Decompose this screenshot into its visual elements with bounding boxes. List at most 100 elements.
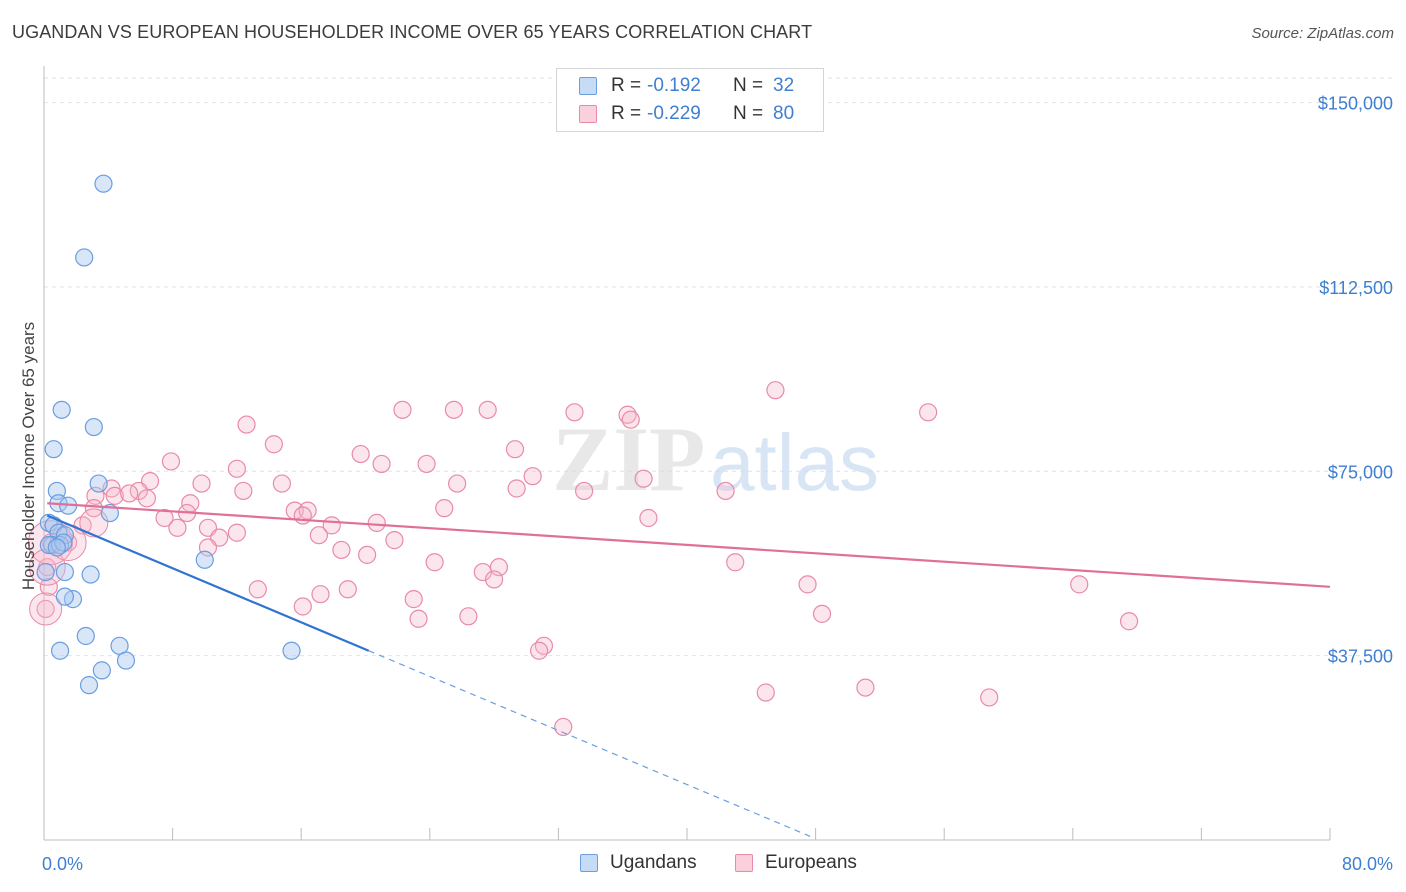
european-point xyxy=(726,553,745,572)
european-point xyxy=(192,474,211,493)
series-label-europeans: Europeans xyxy=(765,852,857,873)
ugandan-point xyxy=(36,562,55,582)
watermark-zip: ZIP xyxy=(552,408,705,510)
european-point xyxy=(358,545,377,564)
european-point xyxy=(756,683,775,702)
ugandan-point xyxy=(116,651,136,670)
legend-r-label: R = xyxy=(611,103,642,124)
european-point xyxy=(639,508,658,528)
legend-row-ugandans: R = -0.192 N = 32 xyxy=(579,73,794,99)
european-point xyxy=(634,469,653,488)
ugandan-point xyxy=(47,538,66,557)
european-point xyxy=(575,481,594,501)
european-point xyxy=(120,484,139,503)
european-point xyxy=(248,580,267,599)
ugandan-point xyxy=(282,641,301,660)
ugandan-point xyxy=(75,248,94,267)
legend-n-value: 80 xyxy=(773,103,795,124)
x-tick-label-min: 0.0% xyxy=(42,854,83,874)
european-point xyxy=(36,599,55,619)
ugandans-trend-extension xyxy=(368,650,813,838)
source-label: Source: ZipAtlas.com xyxy=(1251,25,1394,42)
ugandan-point xyxy=(94,174,113,193)
y-tick-label: $75,000 xyxy=(1328,462,1393,482)
x-tick-label-max: 80.0% xyxy=(1342,854,1393,874)
european-point xyxy=(237,415,256,434)
european-point xyxy=(409,609,428,628)
legend-swatch-ugandans xyxy=(579,77,597,95)
axes xyxy=(43,66,1331,841)
x-tick-labels: 0.0% 80.0% xyxy=(42,854,1393,874)
legend-n-label: N = xyxy=(733,103,764,124)
european-point xyxy=(1070,575,1089,594)
grid-lines xyxy=(44,77,1394,657)
watermark-atlas: atlas xyxy=(710,418,879,507)
european-point xyxy=(618,405,637,424)
european-point xyxy=(435,499,454,518)
european-point xyxy=(264,435,283,454)
european-point xyxy=(39,577,58,596)
european-point xyxy=(338,580,357,599)
series-legend-ugandans: Ugandans xyxy=(580,852,697,874)
european-point xyxy=(309,526,328,545)
european-point xyxy=(980,688,999,707)
european-point xyxy=(473,562,492,582)
y-tick-labels: $37,500 $75,000 $112,500 $150,000 xyxy=(1318,94,1393,667)
european-point xyxy=(293,597,312,616)
european-point xyxy=(1119,612,1139,631)
european-point xyxy=(565,403,584,422)
legend-r-label: R = xyxy=(611,75,642,96)
european-point xyxy=(311,585,330,604)
european-point xyxy=(530,641,549,660)
european-point xyxy=(404,590,423,609)
european-point xyxy=(234,481,253,501)
european-point xyxy=(272,474,292,493)
chart-title: UGANDAN VS EUROPEAN HOUSEHOLDER INCOME O… xyxy=(12,22,813,42)
european-point xyxy=(459,607,478,626)
ugandans-points xyxy=(36,174,301,695)
european-point xyxy=(105,486,124,505)
ugandan-point xyxy=(55,562,74,582)
ugandans-trend-line xyxy=(46,514,370,652)
ugandan-point xyxy=(92,661,111,680)
ugandan-point xyxy=(76,626,95,646)
ugandan-point xyxy=(52,400,71,419)
european-point xyxy=(505,440,525,459)
european-point xyxy=(766,381,785,400)
series-swatch-ugandans xyxy=(580,854,598,872)
trend-lines xyxy=(46,502,1331,838)
european-point xyxy=(367,513,386,533)
european-point xyxy=(919,403,938,422)
european-point xyxy=(227,459,246,478)
european-point xyxy=(485,570,504,589)
european-point xyxy=(716,481,735,501)
european-point xyxy=(448,474,467,493)
european-point xyxy=(798,575,817,594)
legend-r-value: -0.192 xyxy=(647,75,701,96)
legend-n-value: 32 xyxy=(773,75,795,96)
series-label-ugandans: Ugandans xyxy=(610,852,697,873)
ugandan-point xyxy=(55,587,74,606)
european-point xyxy=(554,717,573,737)
series-swatch-europeans xyxy=(735,854,753,872)
legend-r-value: -0.229 xyxy=(647,103,701,124)
y-axis-label: Householder Income Over 65 years xyxy=(19,322,38,590)
series-legend: Ugandans Europeans xyxy=(0,852,1406,878)
europeans-trend-line xyxy=(47,502,1331,588)
european-point xyxy=(137,489,156,508)
european-point xyxy=(385,531,404,550)
legend-swatch-europeans xyxy=(579,105,597,123)
european-point xyxy=(523,467,542,486)
european-point-cluster xyxy=(79,508,109,538)
european-point xyxy=(161,452,181,471)
ugandan-point xyxy=(81,565,100,584)
ugandan-point xyxy=(195,550,214,569)
ugandan-point xyxy=(50,535,70,555)
y-tick-label: $112,500 xyxy=(1319,278,1393,298)
european-point xyxy=(393,400,412,419)
european-point xyxy=(332,540,351,560)
y-tick-label: $150,000 xyxy=(1318,94,1393,114)
correlation-legend: R = -0.192 N = 32 R = -0.229 N = 80 xyxy=(556,68,824,132)
european-point xyxy=(417,454,436,474)
